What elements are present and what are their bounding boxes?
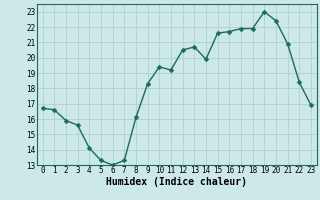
X-axis label: Humidex (Indice chaleur): Humidex (Indice chaleur) [106, 177, 247, 187]
